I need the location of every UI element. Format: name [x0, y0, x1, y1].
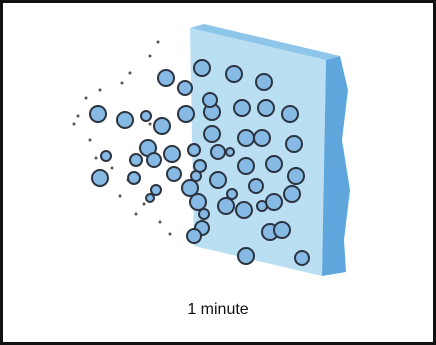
page: {"caption": "1 minute"} [0, 0, 436, 345]
illustration: 1 minute [0, 0, 436, 345]
caption: 1 minute [187, 301, 248, 318]
